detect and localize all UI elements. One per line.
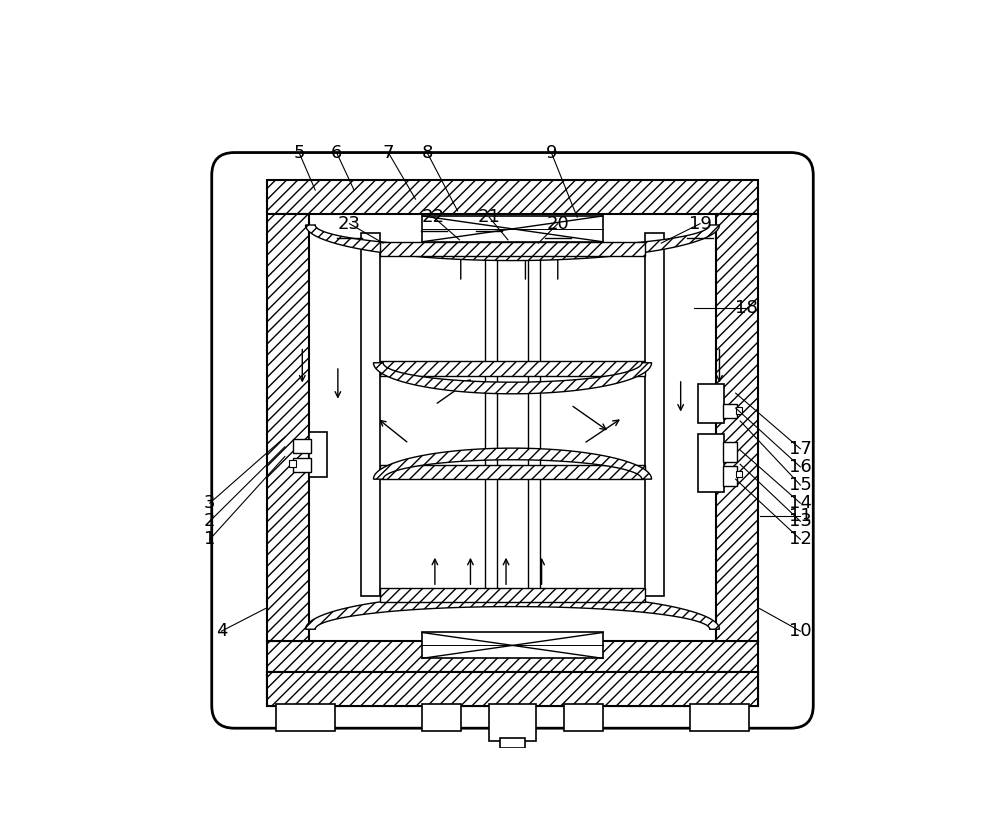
Bar [361,234,380,596]
Bar [267,214,309,641]
Bar [422,633,603,659]
Text: 10: 10 [789,622,812,640]
Bar [380,361,645,375]
Bar [723,443,737,462]
Text: 6: 6 [331,144,342,161]
Text: 19: 19 [689,215,712,233]
Polygon shape [306,594,719,629]
Bar [380,588,645,602]
Bar [293,458,311,472]
Text: 8: 8 [421,144,433,161]
Bar [723,403,737,417]
Bar [267,641,758,675]
Bar [564,704,603,732]
Text: 13: 13 [789,512,812,530]
Bar [267,672,758,706]
Text: 23: 23 [338,215,361,233]
Bar [528,234,540,596]
Text: 22: 22 [422,208,445,226]
Bar [736,470,742,477]
Bar [380,242,645,256]
Bar [267,181,758,214]
Bar [289,460,296,467]
Text: 15: 15 [789,476,812,494]
Bar [276,704,335,732]
Text: 12: 12 [789,530,812,549]
Bar [267,672,758,706]
Polygon shape [373,448,652,479]
Text: 3: 3 [204,494,216,512]
Text: 18: 18 [735,299,758,317]
Bar [698,434,724,492]
Text: 11: 11 [789,507,812,525]
Bar [422,216,603,242]
Bar [723,466,737,486]
Bar [690,704,749,732]
Bar [645,234,664,596]
Text: 16: 16 [789,458,812,476]
Bar [309,432,327,477]
Text: 1: 1 [204,530,215,549]
FancyBboxPatch shape [212,153,813,728]
Text: 14: 14 [789,494,812,512]
Text: 2: 2 [204,512,216,530]
Bar [736,407,742,414]
Bar [489,704,536,741]
Text: 21: 21 [478,208,501,226]
Bar [500,738,525,748]
Text: 20: 20 [546,215,569,233]
Polygon shape [306,225,719,260]
Text: 5: 5 [293,144,305,161]
Bar [293,439,311,454]
Text: 9: 9 [546,144,557,161]
Text: 7: 7 [383,144,394,161]
Bar [380,465,645,479]
Bar [422,704,461,732]
Text: 4: 4 [216,622,227,640]
Polygon shape [373,363,652,394]
Text: 17: 17 [789,440,812,458]
Bar [698,384,724,423]
Bar [485,234,497,596]
Bar [716,214,758,641]
